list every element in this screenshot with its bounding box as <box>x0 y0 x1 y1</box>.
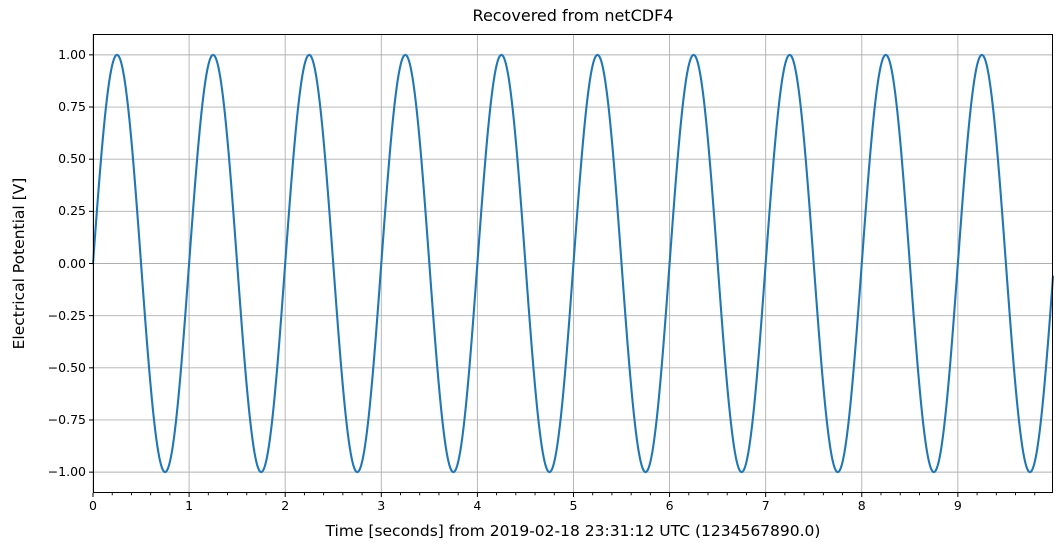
y-tick-label: 0.50 <box>58 151 86 167</box>
x-tick-label: 4 <box>473 498 482 513</box>
y-tick-label: 0.00 <box>58 255 86 271</box>
y-tick-label: −0.25 <box>47 307 86 323</box>
x-tick-label: 2 <box>281 498 290 513</box>
plot-area <box>89 34 1055 497</box>
x-tick-label: 7 <box>761 498 770 513</box>
x-tick-label: 6 <box>665 498 674 513</box>
y-tick-label: −0.50 <box>47 359 86 375</box>
x-tick-label: 0 <box>89 498 97 513</box>
sine-line <box>91 53 1055 474</box>
x-tick-label: 9 <box>953 498 962 513</box>
y-tick-label: 0.75 <box>58 99 86 115</box>
chart-title: Recovered from netCDF4 <box>472 6 674 25</box>
axis-ticks <box>89 54 1036 497</box>
x-tick-label: 3 <box>377 498 386 513</box>
y-axis-label: Electrical Potential [V] <box>10 177 28 350</box>
x-tick-label: 5 <box>569 498 578 513</box>
y-tick-label: −1.00 <box>47 464 86 480</box>
y-tick-label: 0.25 <box>58 203 86 219</box>
y-tick-label: −0.75 <box>47 411 86 427</box>
x-tick-label: 8 <box>857 498 866 513</box>
y-tick-label: 1.00 <box>58 46 86 62</box>
axes-spines <box>93 34 1053 493</box>
x-tick-label: 1 <box>185 498 194 513</box>
x-axis-label: Time [seconds] from 2019-02-18 23:31:12 … <box>325 522 821 540</box>
